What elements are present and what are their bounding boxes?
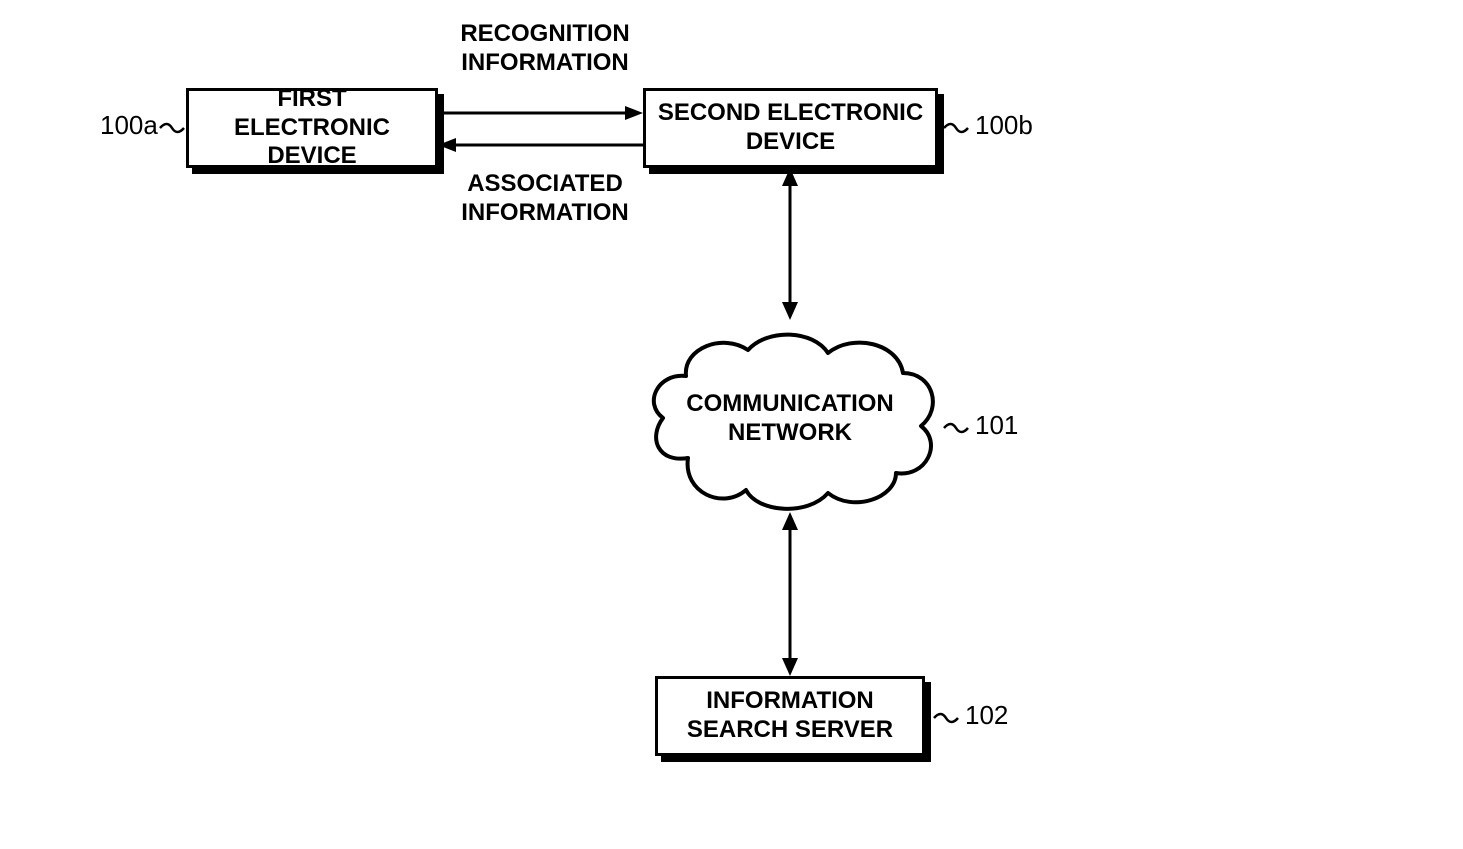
network-ref: 101 [975,410,1018,441]
associated-arrow [438,135,643,155]
search-server-ref: 102 [965,700,1008,731]
recognition-label: RECOGNITIONINFORMATION [450,20,640,78]
device-network-arrow [778,168,802,320]
second-device-box: SECOND ELECTRONICDEVICE [643,88,938,168]
second-device-ref-tilde [942,118,970,138]
associated-label: ASSOCIATEDINFORMATION [450,170,640,228]
first-device-ref-tilde [158,118,186,138]
recognition-arrow [438,103,643,123]
first-device-ref: 100a [100,110,158,141]
first-device-box: FIRST ELECTRONICDEVICE [186,88,438,168]
search-server-box: INFORMATIONSEARCH SERVER [655,676,925,756]
second-device-ref: 100b [975,110,1033,141]
search-server-ref-tilde [932,708,960,728]
first-device-label: FIRST ELECTRONICDEVICE [197,85,427,171]
search-server-label: INFORMATIONSEARCH SERVER [687,687,893,745]
network-ref-tilde [942,418,970,438]
second-device-label: SECOND ELECTRONICDEVICE [658,99,923,157]
network-server-arrow [778,512,802,676]
network-label: COMMUNICATIONNETWORK [675,390,905,448]
